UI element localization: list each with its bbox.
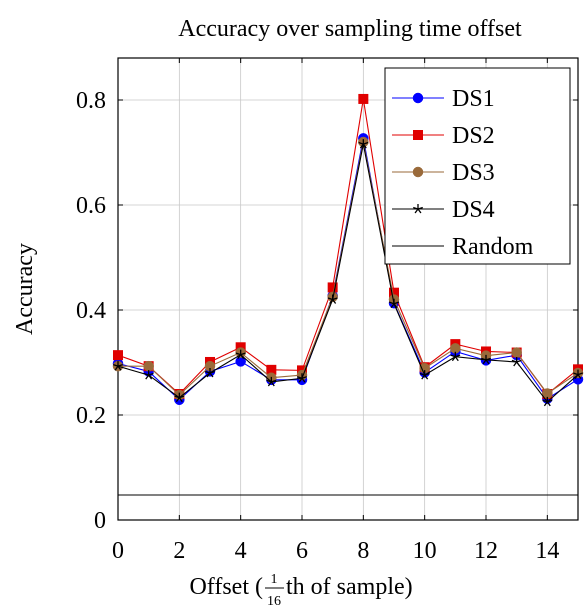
- series-layer: [112, 93, 584, 496]
- y-tick-label: 0.4: [76, 298, 106, 324]
- series-ds4-point: [481, 354, 491, 365]
- legend-label: DS3: [452, 160, 495, 186]
- chart-title: Accuracy over sampling time offset: [178, 16, 522, 42]
- legend-label: Random: [452, 234, 534, 260]
- legend-label: DS1: [452, 86, 495, 112]
- series-ds4-point: [358, 139, 369, 149]
- legend-item-random: Random: [392, 234, 534, 260]
- x-axis-label-suffix: th of sample): [286, 574, 413, 600]
- series-ds4-point: [205, 368, 215, 378]
- series-ds3-point: [143, 360, 154, 372]
- x-axis-label-fraction-numerator: 1: [271, 572, 278, 587]
- series-ds4-point: [297, 373, 307, 383]
- legend-item-ds1: DS1: [392, 86, 495, 112]
- x-tick-label: 10: [413, 538, 437, 564]
- series-ds4-point: [113, 361, 123, 371]
- legend-swatch-marker: [412, 166, 424, 178]
- x-tick-label: 8: [357, 538, 369, 564]
- series-ds4-point: [143, 370, 154, 380]
- y-tick-label: 0: [94, 508, 106, 534]
- legend-item-ds2: DS2: [392, 123, 495, 149]
- legend-label: DS2: [452, 123, 495, 149]
- legend-swatch-marker: [413, 204, 423, 214]
- x-tick-label: 6: [296, 538, 308, 564]
- y-tick-label: 0.2: [76, 403, 106, 429]
- series-ds2-point: [113, 350, 123, 361]
- x-axis-label-fraction-denominator: 16: [267, 594, 281, 609]
- x-tick-label: 14: [535, 538, 559, 564]
- series-ds3-point: [511, 347, 522, 358]
- x-axis-tick-labels: 0 2 4 6 8 10 12 14: [112, 538, 559, 564]
- series-ds4-point: [573, 369, 583, 380]
- series-ds2-point: [266, 364, 277, 375]
- x-tick-label: 12: [474, 538, 498, 564]
- axis-ticks: [117, 58, 578, 521]
- legend: DS1 DS2 DS3 DS4 Random: [384, 67, 571, 265]
- series-ds4-point: [235, 349, 246, 360]
- series-ds4-point: [542, 396, 553, 407]
- series-ds2-line: [117, 98, 579, 395]
- legend-swatch-marker: [413, 130, 423, 140]
- x-axis-label: Offset ( 1 16 th of sample): [189, 572, 412, 609]
- plot-area: [117, 57, 579, 521]
- series-ds4-point: [419, 370, 430, 380]
- series-ds2-point: [327, 282, 338, 293]
- series-ds4-point: [389, 298, 399, 309]
- x-tick-label: 2: [173, 538, 185, 564]
- series-ds2-point: [389, 287, 399, 298]
- x-tick-label: 0: [112, 538, 124, 564]
- legend-item-ds3: DS3: [392, 160, 495, 186]
- legend-swatch-marker: [412, 92, 424, 104]
- series-ds2-point: [358, 93, 369, 104]
- y-axis-tick-labels: 0 0.2 0.4 0.6 0.8: [76, 88, 106, 534]
- x-tick-label: 4: [235, 538, 247, 564]
- series-ds4: [113, 139, 583, 407]
- series-ds4-point: [174, 392, 185, 403]
- series-ds4-point: [450, 351, 461, 362]
- series-ds4-point: [266, 376, 277, 387]
- y-tick-label: 0.6: [76, 193, 106, 219]
- series-ds4-line: [117, 143, 579, 403]
- legend-item-ds4: DS4: [392, 197, 495, 223]
- y-axis-label: Accuracy: [12, 243, 38, 335]
- series-ds4-point: [327, 294, 338, 304]
- x-axis-label-prefix: Offset (: [189, 574, 263, 600]
- series-ds4-point: [511, 356, 522, 367]
- y-tick-label: 0.8: [76, 88, 106, 114]
- legend-label: DS4: [452, 197, 495, 223]
